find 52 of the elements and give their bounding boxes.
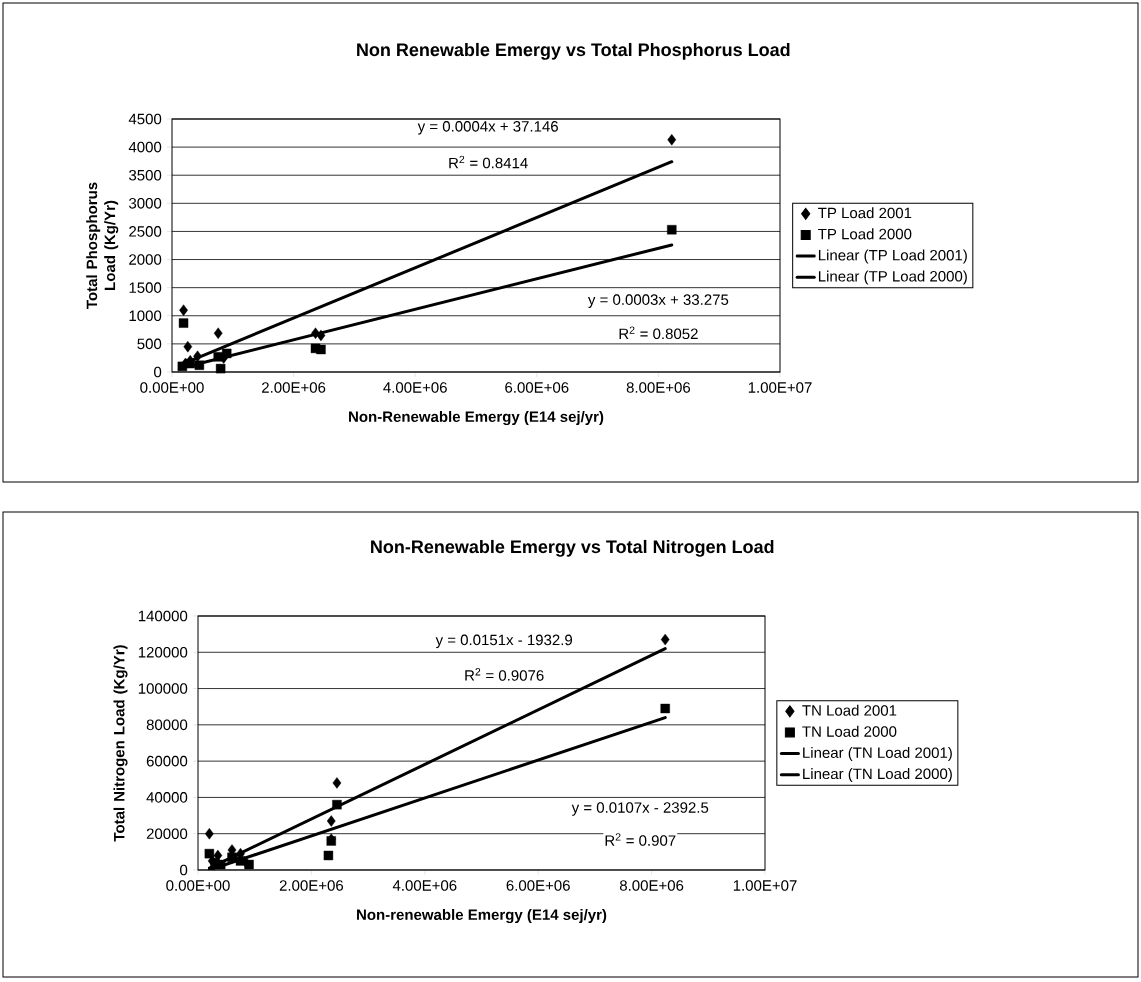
annotation: R$^{2}$ = 0.907 — [605, 833, 676, 846]
y-tick-label: 500 — [137, 338, 162, 350]
annotation: y = 0.0003x + 33.275 — [587, 294, 729, 308]
legend-label: TP Load 2001 — [818, 207, 912, 219]
annotation: R$^{2}$ = 0.8414 — [449, 155, 528, 169]
x-tick-label: 8.00E+06 — [619, 880, 684, 891]
y-tick-label: 60000 — [146, 755, 188, 767]
y-tick-label: 80000 — [146, 719, 188, 731]
legend-label: TN Load 2001 — [802, 704, 897, 716]
y-tick-label: 1500 — [129, 282, 162, 293]
y-tick-label: 140000 — [138, 610, 188, 622]
x-tick-label: 0.00E+00 — [140, 382, 204, 393]
x-tick-label: 2.00E+06 — [279, 880, 344, 891]
x-tick-label: 6.00E+06 — [505, 382, 569, 393]
y-axis-title: Total Phosphorus Load (Kg/Yr) — [86, 182, 119, 309]
y-tick-label: 2000 — [129, 254, 162, 265]
y-axis-title: Total Nitrogen Load (Kg/Yr) — [113, 645, 128, 842]
y-tick-label: 2500 — [129, 226, 162, 237]
y-tick-label: 4500 — [128, 113, 162, 125]
x-tick-label: 1.00E+07 — [748, 382, 812, 393]
annotation: R$^{2}$ = 0.8052 — [619, 326, 698, 340]
y-tick-label: 100000 — [138, 683, 188, 694]
annotation: y = 0.0004x + 37.146 — [417, 121, 558, 135]
legend-label: Linear (TP Load 2001) — [818, 249, 967, 264]
y-tick-label: 40000 — [146, 792, 188, 803]
annotation: R$^{2}$ = 0.9076 — [465, 668, 544, 681]
legend-label: Linear (TN Load 2001) — [803, 746, 952, 761]
chart-title: Non-Renewable Emergy vs Total Nitrogen Load — [371, 539, 774, 557]
y-tick-label: 1000 — [129, 310, 162, 322]
legend-label: TP Load 2000 — [818, 228, 912, 240]
y-tick-label: 120000 — [138, 646, 188, 658]
legend-label: Linear (TP Load 2000) — [818, 270, 967, 285]
x-tick-label: 4.00E+06 — [383, 382, 447, 393]
x-axis-title: Non-Renewable Emergy (E14 sej/yr) — [349, 411, 604, 426]
y-tick-label: 0 — [154, 366, 162, 378]
y-tick-label: 3500 — [129, 169, 162, 181]
y-tick-label: 0 — [180, 864, 188, 876]
x-axis-title: Non-renewable Emergy (E14 sej/yr) — [357, 909, 607, 924]
y-tick-label: 20000 — [146, 828, 188, 839]
x-tick-label: 8.00E+06 — [626, 382, 691, 393]
x-tick-label: 2.00E+06 — [262, 382, 326, 393]
x-tick-label: 6.00E+06 — [506, 880, 570, 891]
legend-label: Linear (TN Load 2000) — [803, 768, 952, 783]
annotation: y = 0.0107x - 2392.5 — [571, 802, 709, 816]
y-tick-label: 4000 — [128, 141, 162, 153]
x-tick-label: 1.00E+07 — [733, 880, 797, 891]
x-tick-label: 4.00E+06 — [392, 880, 457, 891]
x-tick-label: 0.00E+00 — [166, 880, 230, 891]
annotation: y = 0.0151x - 1932.9 — [435, 634, 573, 649]
chart-title: Non Renewable Emergy vs Total Phosphorus Load — [357, 42, 790, 60]
y-tick-label: 3000 — [129, 198, 162, 209]
legend-label: TN Load 2000 — [802, 725, 897, 737]
